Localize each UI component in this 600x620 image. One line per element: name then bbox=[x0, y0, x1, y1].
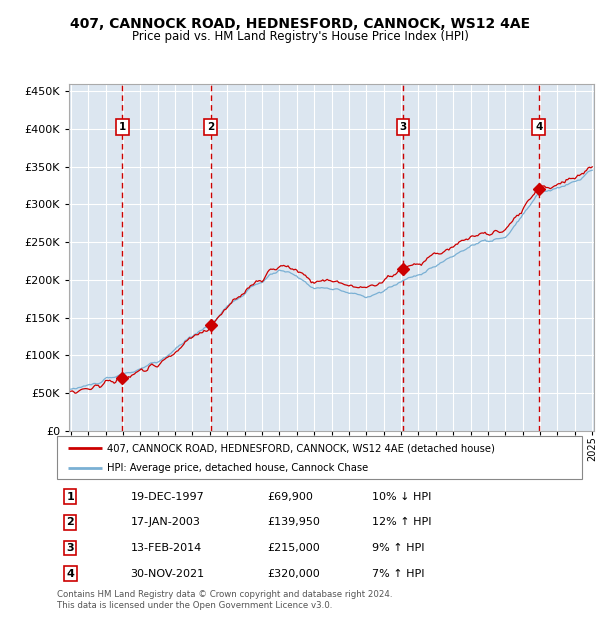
Text: This data is licensed under the Open Government Licence v3.0.: This data is licensed under the Open Gov… bbox=[57, 601, 332, 611]
Text: 4: 4 bbox=[66, 569, 74, 578]
Text: £320,000: £320,000 bbox=[267, 569, 320, 578]
Text: 13-FEB-2014: 13-FEB-2014 bbox=[131, 543, 202, 553]
Text: 30-NOV-2021: 30-NOV-2021 bbox=[131, 569, 205, 578]
Text: £139,950: £139,950 bbox=[267, 518, 320, 528]
Text: 4: 4 bbox=[535, 122, 542, 132]
Text: 407, CANNOCK ROAD, HEDNESFORD, CANNOCK, WS12 4AE (detached house): 407, CANNOCK ROAD, HEDNESFORD, CANNOCK, … bbox=[107, 443, 495, 453]
Text: £69,900: £69,900 bbox=[267, 492, 313, 502]
Text: 12% ↑ HPI: 12% ↑ HPI bbox=[372, 518, 431, 528]
Text: 2: 2 bbox=[66, 518, 74, 528]
Text: 10% ↓ HPI: 10% ↓ HPI bbox=[372, 492, 431, 502]
Text: Price paid vs. HM Land Registry's House Price Index (HPI): Price paid vs. HM Land Registry's House … bbox=[131, 30, 469, 43]
Text: 17-JAN-2003: 17-JAN-2003 bbox=[131, 518, 200, 528]
Text: 19-DEC-1997: 19-DEC-1997 bbox=[131, 492, 204, 502]
Text: 3: 3 bbox=[400, 122, 407, 132]
Text: 407, CANNOCK ROAD, HEDNESFORD, CANNOCK, WS12 4AE: 407, CANNOCK ROAD, HEDNESFORD, CANNOCK, … bbox=[70, 17, 530, 32]
Text: £215,000: £215,000 bbox=[267, 543, 320, 553]
Text: 1: 1 bbox=[119, 122, 126, 132]
FancyBboxPatch shape bbox=[57, 436, 582, 479]
Text: 2: 2 bbox=[207, 122, 214, 132]
Text: 9% ↑ HPI: 9% ↑ HPI bbox=[372, 543, 425, 553]
Text: 7% ↑ HPI: 7% ↑ HPI bbox=[372, 569, 425, 578]
Text: 3: 3 bbox=[67, 543, 74, 553]
Text: HPI: Average price, detached house, Cannock Chase: HPI: Average price, detached house, Cann… bbox=[107, 463, 368, 473]
Text: 1: 1 bbox=[66, 492, 74, 502]
Text: Contains HM Land Registry data © Crown copyright and database right 2024.: Contains HM Land Registry data © Crown c… bbox=[57, 590, 392, 600]
